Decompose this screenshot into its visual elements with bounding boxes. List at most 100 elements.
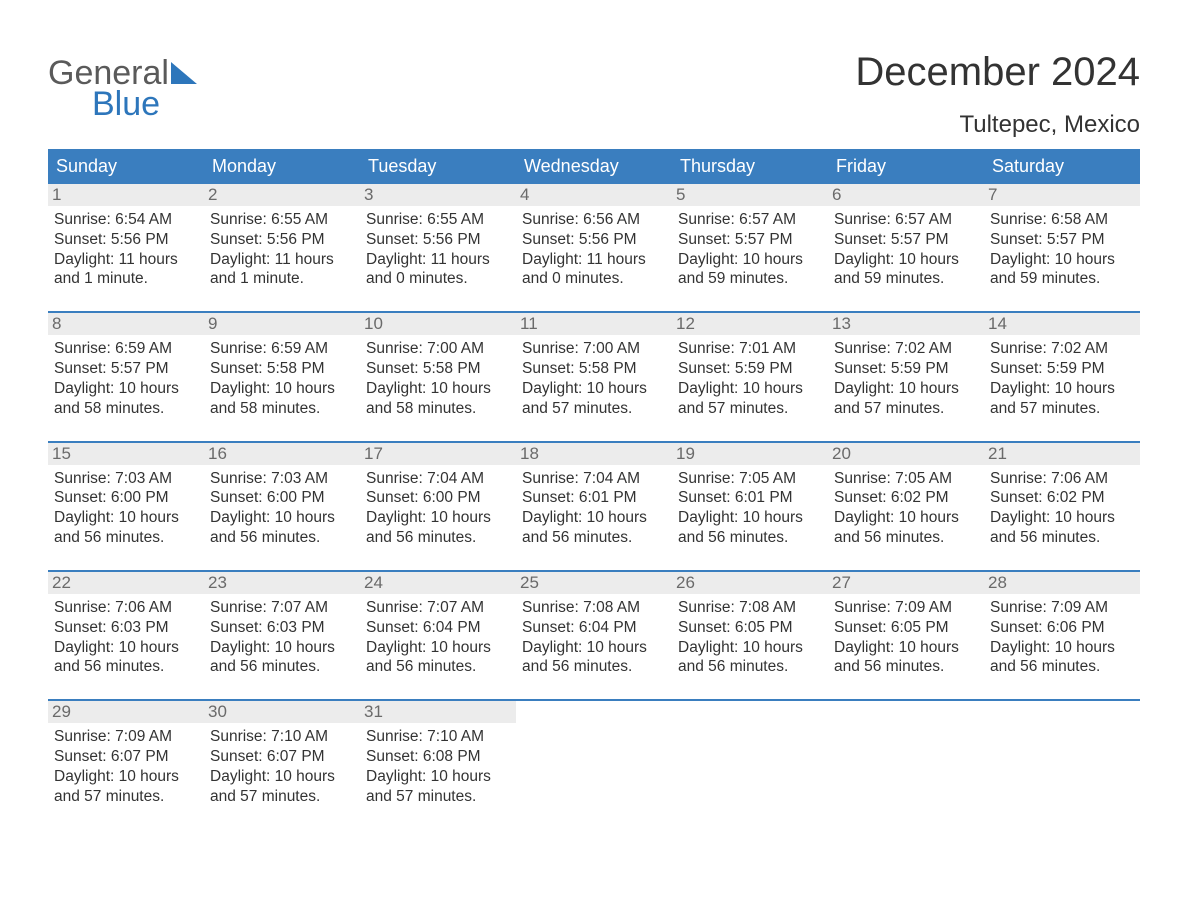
day-info: Sunrise: 7:04 AMSunset: 6:00 PMDaylight:… xyxy=(366,469,510,548)
day-number xyxy=(984,701,1140,723)
day-number: 29 xyxy=(48,701,204,723)
day-number xyxy=(516,701,672,723)
day-cell: 15Sunrise: 7:03 AMSunset: 6:00 PMDayligh… xyxy=(48,443,204,570)
day-number: 11 xyxy=(516,313,672,335)
day-info: Sunrise: 7:01 AMSunset: 5:59 PMDaylight:… xyxy=(678,339,822,418)
day-cell: 6Sunrise: 6:57 AMSunset: 5:57 PMDaylight… xyxy=(828,184,984,311)
day-info: Sunrise: 6:56 AMSunset: 5:56 PMDaylight:… xyxy=(522,210,666,289)
day-cell: 5 Sunrise: 6:57 AMSunset: 5:57 PMDaylight… xyxy=(672,184,828,311)
day-cell: 18Sunrise: 7:04 AMSunset: 6:01 PMDayligh… xyxy=(516,443,672,570)
day-number: 2 xyxy=(204,184,360,206)
day-number: 24 xyxy=(360,572,516,594)
week-row: 8Sunrise: 6:59 AMSunset: 5:57 PMDaylight… xyxy=(48,311,1140,440)
dow-cell: Tuesday xyxy=(360,149,516,184)
day-info: Sunrise: 7:10 AMSunset: 6:08 PMDaylight:… xyxy=(366,727,510,806)
calendar-grid: SundayMondayTuesdayWednesdayThursdayFrid… xyxy=(48,149,1140,829)
day-number: 22 xyxy=(48,572,204,594)
day-cell: 8Sunrise: 6:59 AMSunset: 5:57 PMDaylight… xyxy=(48,313,204,440)
day-info: Sunrise: 7:07 AMSunset: 6:04 PMDaylight:… xyxy=(366,598,510,677)
week-row: 15Sunrise: 7:03 AMSunset: 6:00 PMDayligh… xyxy=(48,441,1140,570)
dow-cell: Thursday xyxy=(672,149,828,184)
day-cell: 26 Sunrise: 7:08 AMSunset: 6:05 PMDayligh… xyxy=(672,572,828,699)
logo-text-blue: Blue xyxy=(92,89,197,120)
day-cell: 25 Sunrise: 7:08 AMSunset: 6:04 PMDayligh… xyxy=(516,572,672,699)
day-number: 1 xyxy=(48,184,204,206)
day-number: 14 xyxy=(984,313,1140,335)
day-info: Sunrise: 7:08 AMSunset: 6:04 PMDaylight:… xyxy=(522,598,666,677)
day-cell: 14 Sunrise: 7:02 AMSunset: 5:59 PMDayligh… xyxy=(984,313,1140,440)
day-of-week-header: SundayMondayTuesdayWednesdayThursdayFrid… xyxy=(48,149,1140,184)
day-cell: 20 Sunrise: 7:05 AMSunset: 6:02 PMDayligh… xyxy=(828,443,984,570)
day-cell: 27 Sunrise: 7:09 AMSunset: 6:05 PMDayligh… xyxy=(828,572,984,699)
day-info: Sunrise: 7:08 AMSunset: 6:05 PMDaylight:… xyxy=(678,598,822,677)
day-number: 3 xyxy=(360,184,516,206)
day-number xyxy=(828,701,984,723)
day-number: 5 xyxy=(672,184,828,206)
day-cell: 23 Sunrise: 7:07 AMSunset: 6:03 PMDayligh… xyxy=(204,572,360,699)
day-number: 23 xyxy=(204,572,360,594)
day-cell: 29Sunrise: 7:09 AMSunset: 6:07 PMDayligh… xyxy=(48,701,204,828)
week-row: 29Sunrise: 7:09 AMSunset: 6:07 PMDayligh… xyxy=(48,699,1140,828)
day-cell: 24 Sunrise: 7:07 AMSunset: 6:04 PMDayligh… xyxy=(360,572,516,699)
day-cell: 4 Sunrise: 6:56 AMSunset: 5:56 PMDaylight… xyxy=(516,184,672,311)
day-info: Sunrise: 7:07 AMSunset: 6:03 PMDaylight:… xyxy=(210,598,354,677)
dow-cell: Wednesday xyxy=(516,149,672,184)
day-number: 4 xyxy=(516,184,672,206)
day-number: 30 xyxy=(204,701,360,723)
dow-cell: Sunday xyxy=(48,149,204,184)
day-number: 27 xyxy=(828,572,984,594)
day-number: 8 xyxy=(48,313,204,335)
day-info: Sunrise: 6:58 AMSunset: 5:57 PMDaylight:… xyxy=(990,210,1134,289)
day-info: Sunrise: 7:04 AMSunset: 6:01 PMDaylight:… xyxy=(522,469,666,548)
logo-triangle-icon xyxy=(171,62,197,84)
day-cell: 30 Sunrise: 7:10 AMSunset: 6:07 PMDayligh… xyxy=(204,701,360,828)
week-row: 1 Sunrise: 6:54 AMSunset: 5:56 PMDaylight… xyxy=(48,184,1140,311)
day-cell: 10 Sunrise: 7:00 AMSunset: 5:58 PMDayligh… xyxy=(360,313,516,440)
day-info: Sunrise: 7:02 AMSunset: 5:59 PMDaylight:… xyxy=(834,339,978,418)
day-cell: 19Sunrise: 7:05 AMSunset: 6:01 PMDayligh… xyxy=(672,443,828,570)
day-cell: 31 Sunrise: 7:10 AMSunset: 6:08 PMDayligh… xyxy=(360,701,516,828)
day-number: 31 xyxy=(360,701,516,723)
day-info: Sunrise: 7:10 AMSunset: 6:07 PMDaylight:… xyxy=(210,727,354,806)
day-info: Sunrise: 6:57 AMSunset: 5:57 PMDaylight:… xyxy=(678,210,822,289)
location-subtitle: Tultepec, Mexico xyxy=(855,111,1140,139)
day-info: Sunrise: 6:54 AMSunset: 5:56 PMDaylight:… xyxy=(54,210,198,289)
day-info: Sunrise: 7:09 AMSunset: 6:05 PMDaylight:… xyxy=(834,598,978,677)
day-info: Sunrise: 7:00 AMSunset: 5:58 PMDaylight:… xyxy=(522,339,666,418)
day-number: 9 xyxy=(204,313,360,335)
day-info: Sunrise: 7:02 AMSunset: 5:59 PMDaylight:… xyxy=(990,339,1134,418)
header: General Blue December 2024 Tultepec, Mex… xyxy=(48,50,1140,139)
day-info: Sunrise: 7:03 AMSunset: 6:00 PMDaylight:… xyxy=(54,469,198,548)
day-number: 20 xyxy=(828,443,984,465)
day-number: 13 xyxy=(828,313,984,335)
day-number: 25 xyxy=(516,572,672,594)
day-number: 19 xyxy=(672,443,828,465)
page-title: December 2024 xyxy=(855,50,1140,95)
day-info: Sunrise: 6:59 AMSunset: 5:58 PMDaylight:… xyxy=(210,339,354,418)
day-cell: 22 Sunrise: 7:06 AMSunset: 6:03 PMDayligh… xyxy=(48,572,204,699)
day-info: Sunrise: 6:57 AMSunset: 5:57 PMDaylight:… xyxy=(834,210,978,289)
day-number: 17 xyxy=(360,443,516,465)
day-number: 26 xyxy=(672,572,828,594)
logo: General Blue xyxy=(48,58,197,120)
day-number: 12 xyxy=(672,313,828,335)
day-info: Sunrise: 7:06 AMSunset: 6:02 PMDaylight:… xyxy=(990,469,1134,548)
day-info: Sunrise: 7:00 AMSunset: 5:58 PMDaylight:… xyxy=(366,339,510,418)
day-number: 10 xyxy=(360,313,516,335)
day-info: Sunrise: 7:06 AMSunset: 6:03 PMDaylight:… xyxy=(54,598,198,677)
day-cell xyxy=(828,701,984,828)
day-info: Sunrise: 7:09 AMSunset: 6:06 PMDaylight:… xyxy=(990,598,1134,677)
day-cell xyxy=(672,701,828,828)
day-number: 7 xyxy=(984,184,1140,206)
day-info: Sunrise: 6:55 AMSunset: 5:56 PMDaylight:… xyxy=(366,210,510,289)
day-cell: 13 Sunrise: 7:02 AMSunset: 5:59 PMDayligh… xyxy=(828,313,984,440)
day-cell: 1 Sunrise: 6:54 AMSunset: 5:56 PMDaylight… xyxy=(48,184,204,311)
day-cell xyxy=(984,701,1140,828)
day-cell: 9 Sunrise: 6:59 AMSunset: 5:58 PMDaylight… xyxy=(204,313,360,440)
day-cell: 16Sunrise: 7:03 AMSunset: 6:00 PMDayligh… xyxy=(204,443,360,570)
day-cell: 7 Sunrise: 6:58 AMSunset: 5:57 PMDaylight… xyxy=(984,184,1140,311)
day-cell: 11 Sunrise: 7:00 AMSunset: 5:58 PMDayligh… xyxy=(516,313,672,440)
dow-cell: Saturday xyxy=(984,149,1140,184)
dow-cell: Monday xyxy=(204,149,360,184)
day-info: Sunrise: 7:05 AMSunset: 6:02 PMDaylight:… xyxy=(834,469,978,548)
